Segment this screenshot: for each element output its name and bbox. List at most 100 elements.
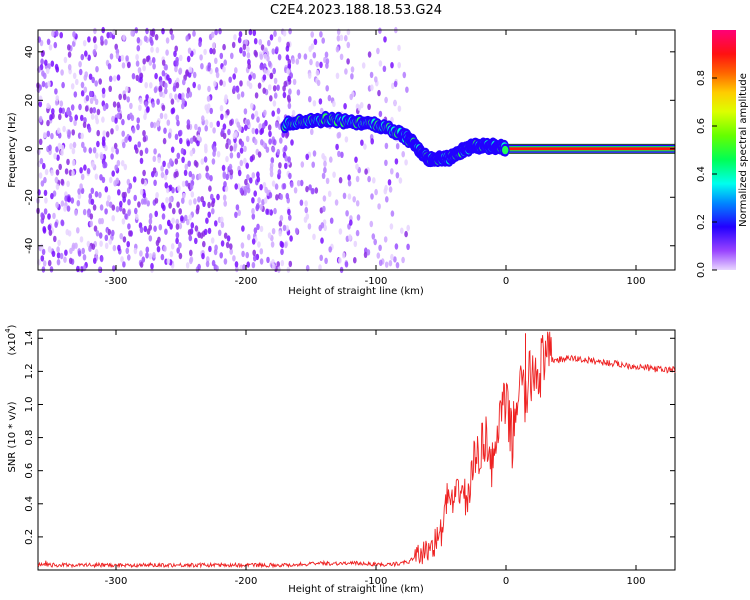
noise-speckle <box>300 161 305 168</box>
noise-speckle <box>235 86 240 93</box>
noise-speckle <box>288 28 292 35</box>
noise-speckle <box>240 140 245 148</box>
noise-speckle <box>299 199 304 206</box>
noise-speckle <box>292 78 297 86</box>
noise-speckle <box>267 124 272 131</box>
noise-speckle <box>239 187 244 194</box>
noise-speckle <box>271 259 275 266</box>
noise-speckle <box>46 102 50 110</box>
noise-speckle <box>182 78 186 86</box>
noise-speckle <box>236 152 241 159</box>
noise-speckle <box>126 96 130 103</box>
noise-speckle <box>66 180 70 187</box>
noise-speckle <box>139 76 143 84</box>
noise-speckle <box>364 168 368 175</box>
noise-speckle <box>129 102 133 110</box>
noise-speckle <box>260 44 265 51</box>
noise-speckle <box>150 46 154 53</box>
noise-speckle <box>390 253 394 261</box>
noise-speckle <box>186 218 190 226</box>
noise-speckle <box>284 155 289 162</box>
noise-speckle <box>320 222 325 229</box>
noise-speckle <box>180 147 185 155</box>
noise-speckle <box>125 86 129 93</box>
noise-speckle <box>42 162 46 170</box>
noise-speckle <box>256 116 260 123</box>
noise-speckle <box>370 138 375 145</box>
noise-speckle <box>48 144 52 151</box>
noise-speckle <box>104 242 109 249</box>
noise-speckle <box>38 138 43 145</box>
noise-speckle <box>293 187 298 194</box>
noise-speckle <box>268 130 272 138</box>
noise-speckle <box>115 124 119 132</box>
noise-speckle <box>90 187 95 194</box>
noise-speckle <box>247 233 251 241</box>
noise-speckle <box>111 146 115 153</box>
noise-speckle <box>347 174 351 181</box>
noise-speckle <box>374 76 378 83</box>
noise-speckle <box>327 94 332 102</box>
noise-speckle <box>284 132 289 139</box>
x-tick-label: 100 <box>626 576 645 587</box>
noise-speckle <box>253 190 257 197</box>
noise-speckle <box>207 85 211 93</box>
noise-speckle <box>117 244 121 252</box>
noise-speckle <box>201 252 205 260</box>
noise-speckle <box>164 168 169 176</box>
noise-speckle <box>391 82 395 90</box>
noise-speckle <box>139 149 144 157</box>
noise-speckle <box>126 61 131 69</box>
noise-speckle <box>265 146 270 153</box>
noise-speckle <box>148 59 153 66</box>
noise-speckle <box>174 158 179 165</box>
noise-speckle <box>91 161 95 168</box>
noise-speckle <box>267 60 272 67</box>
noise-speckle <box>207 201 211 209</box>
x-tick-label: -200 <box>235 576 258 587</box>
noise-speckle <box>176 201 180 208</box>
noise-speckle <box>73 119 77 127</box>
noise-speckle <box>76 265 80 273</box>
noise-speckle <box>288 214 292 221</box>
noise-speckle <box>324 51 329 58</box>
noise-speckle <box>78 103 82 111</box>
noise-speckle <box>211 201 215 208</box>
noise-speckle <box>116 159 121 167</box>
noise-speckle <box>329 156 333 163</box>
noise-speckle <box>178 222 183 230</box>
noise-speckle <box>116 101 121 109</box>
noise-speckle <box>142 192 147 199</box>
noise-speckle <box>272 85 277 92</box>
noise-speckle <box>72 72 77 80</box>
noise-speckle <box>270 157 275 164</box>
noise-speckle <box>406 224 411 232</box>
noise-speckle <box>227 139 232 146</box>
noise-speckle <box>120 160 125 167</box>
noise-speckle <box>153 86 158 94</box>
noise-speckle <box>166 119 171 126</box>
noise-speckle <box>177 93 182 100</box>
noise-speckle <box>387 179 392 186</box>
noise-speckle <box>181 156 185 163</box>
noise-speckle <box>89 107 94 114</box>
noise-speckle <box>162 137 167 145</box>
y-tick-label: 40 <box>24 45 35 58</box>
noise-speckle <box>82 208 87 216</box>
noise-speckle <box>325 58 330 65</box>
noise-speckle <box>70 104 75 111</box>
noise-speckle <box>104 234 109 241</box>
noise-speckle <box>285 54 290 61</box>
noise-speckle <box>271 48 276 55</box>
noise-speckle <box>209 47 213 55</box>
noise-speckle <box>243 145 247 152</box>
noise-speckle <box>107 194 111 202</box>
noise-speckle <box>176 247 180 254</box>
noise-speckle <box>211 158 216 165</box>
noise-speckle <box>75 78 79 86</box>
noise-speckle <box>217 229 222 236</box>
noise-speckle <box>243 185 248 192</box>
noise-speckle <box>219 52 224 60</box>
noise-speckle <box>266 256 270 264</box>
noise-speckle <box>169 28 173 35</box>
